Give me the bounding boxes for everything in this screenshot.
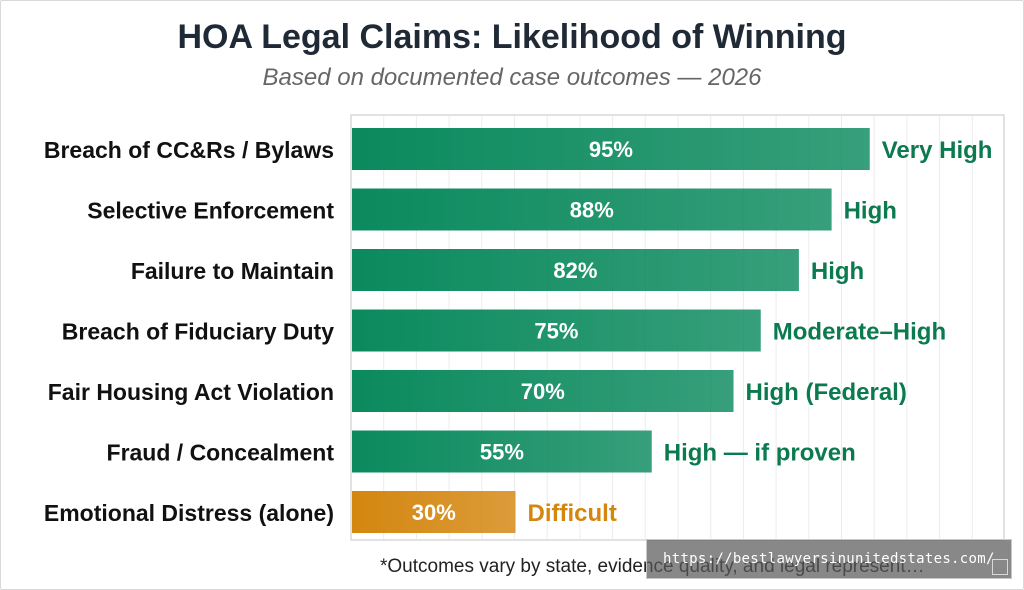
value-label: 30% — [412, 500, 456, 525]
rating-label: Very High — [882, 137, 993, 164]
value-label: 55% — [480, 440, 524, 465]
rating-label: High — [811, 258, 864, 285]
value-label: 88% — [570, 198, 614, 223]
bar — [352, 128, 870, 170]
bar — [352, 188, 832, 231]
rating-label: High (Federal) — [746, 379, 907, 406]
value-label: 95% — [589, 137, 633, 162]
category-label: Fraud / Concealment — [107, 440, 335, 466]
category-label: Emotional Distress (alone) — [44, 500, 334, 526]
bar — [352, 249, 799, 291]
bar — [352, 491, 516, 533]
rating-label: High — [844, 198, 897, 225]
rating-label: High — if proven — [664, 440, 856, 467]
watermark-url: https://bestlawyersinunitedstates.com/ — [663, 551, 995, 567]
category-label: Breach of Fiduciary Duty — [62, 319, 334, 345]
watermark-overlay: https://bestlawyersinunitedstates.com/ — [646, 539, 1012, 579]
category-label: Fair Housing Act Violation — [48, 379, 334, 405]
watermark-corner-icon — [992, 559, 1008, 575]
rating-label: Moderate–High — [773, 319, 946, 346]
bar — [352, 370, 734, 412]
category-label: Failure to Maintain — [131, 258, 334, 284]
category-label: Breach of CC&Rs / Bylaws — [44, 137, 334, 163]
category-label: Selective Enforcement — [87, 198, 334, 224]
value-label: 82% — [553, 258, 597, 283]
chart-subtitle: Based on documented case outcomes — 2026 — [262, 64, 762, 91]
value-label: 75% — [534, 319, 578, 344]
bar — [352, 430, 652, 473]
chart-title: HOA Legal Claims: Likelihood of Winning — [177, 18, 847, 56]
value-label: 70% — [521, 379, 565, 404]
rating-label: Difficult — [528, 500, 617, 527]
bar — [352, 309, 761, 352]
